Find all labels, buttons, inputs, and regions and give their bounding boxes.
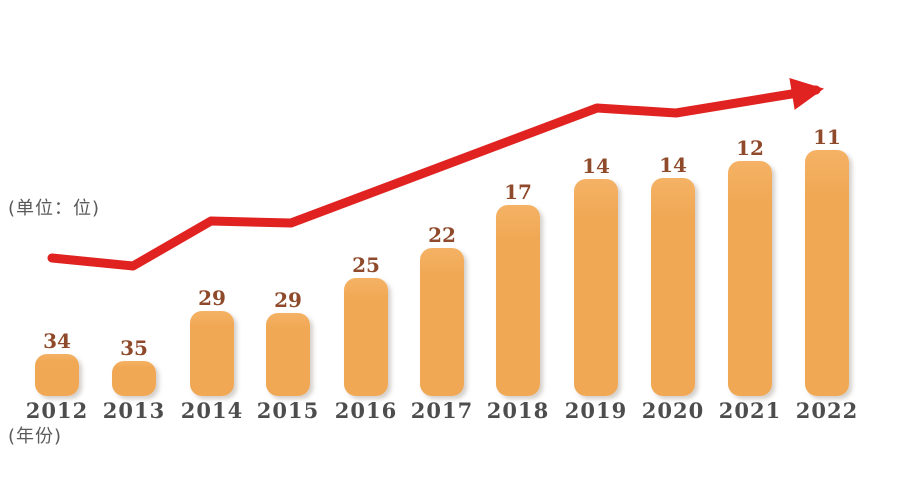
bar-group-2017: 22 [404, 224, 480, 396]
bar-value-label: 14 [659, 153, 687, 177]
bar-group-2015: 29 [250, 289, 326, 396]
bar [35, 354, 79, 396]
bar-group-2016: 25 [328, 254, 404, 396]
bar [496, 205, 540, 396]
x-tick-label: 2012 [25, 398, 89, 423]
bar-value-label: 17 [504, 180, 532, 204]
bar [420, 248, 464, 396]
bar [266, 313, 310, 396]
bar-group-2013: 35 [96, 337, 172, 396]
x-tick-label: 2021 [718, 398, 782, 423]
bar-value-label: 25 [352, 253, 380, 277]
bar-group-2018: 17 [480, 181, 556, 396]
x-tick-label: 2015 [256, 398, 320, 423]
bar [805, 150, 849, 396]
bar-group-2022: 11 [789, 126, 865, 396]
y-unit-label: (单位：位) [8, 198, 101, 219]
x-tick-label: 2022 [795, 398, 859, 423]
x-tick-label: 2016 [334, 398, 398, 423]
bar-group-2021: 12 [712, 137, 788, 396]
x-tick-label: 2013 [102, 398, 166, 423]
bar-value-label: 29 [274, 288, 302, 312]
x-tick-label: 2014 [180, 398, 244, 423]
bar [574, 179, 618, 396]
bar [112, 361, 156, 396]
bar-value-label: 11 [813, 125, 841, 149]
bar [651, 178, 695, 396]
bar [344, 278, 388, 396]
bar [190, 311, 234, 396]
x-tick-label: 2020 [641, 398, 705, 423]
bar-value-label: 14 [582, 154, 610, 178]
bar-value-label: 34 [43, 329, 71, 353]
bar-value-label: 29 [198, 286, 226, 310]
bar-value-label: 22 [428, 223, 456, 247]
bar-group-2019: 14 [558, 155, 634, 396]
x-tick-label: 2017 [410, 398, 474, 423]
bar-group-2020: 14 [635, 154, 711, 396]
bar-group-2014: 29 [174, 287, 250, 396]
x-tick-label: 2018 [486, 398, 550, 423]
bar [728, 161, 772, 396]
x-tick-label: 2019 [564, 398, 628, 423]
bar-value-label: 12 [736, 136, 764, 160]
bar-value-label: 35 [120, 336, 148, 360]
bar-group-2012: 34 [19, 330, 95, 396]
x-axis-label: (年份) [8, 426, 63, 447]
